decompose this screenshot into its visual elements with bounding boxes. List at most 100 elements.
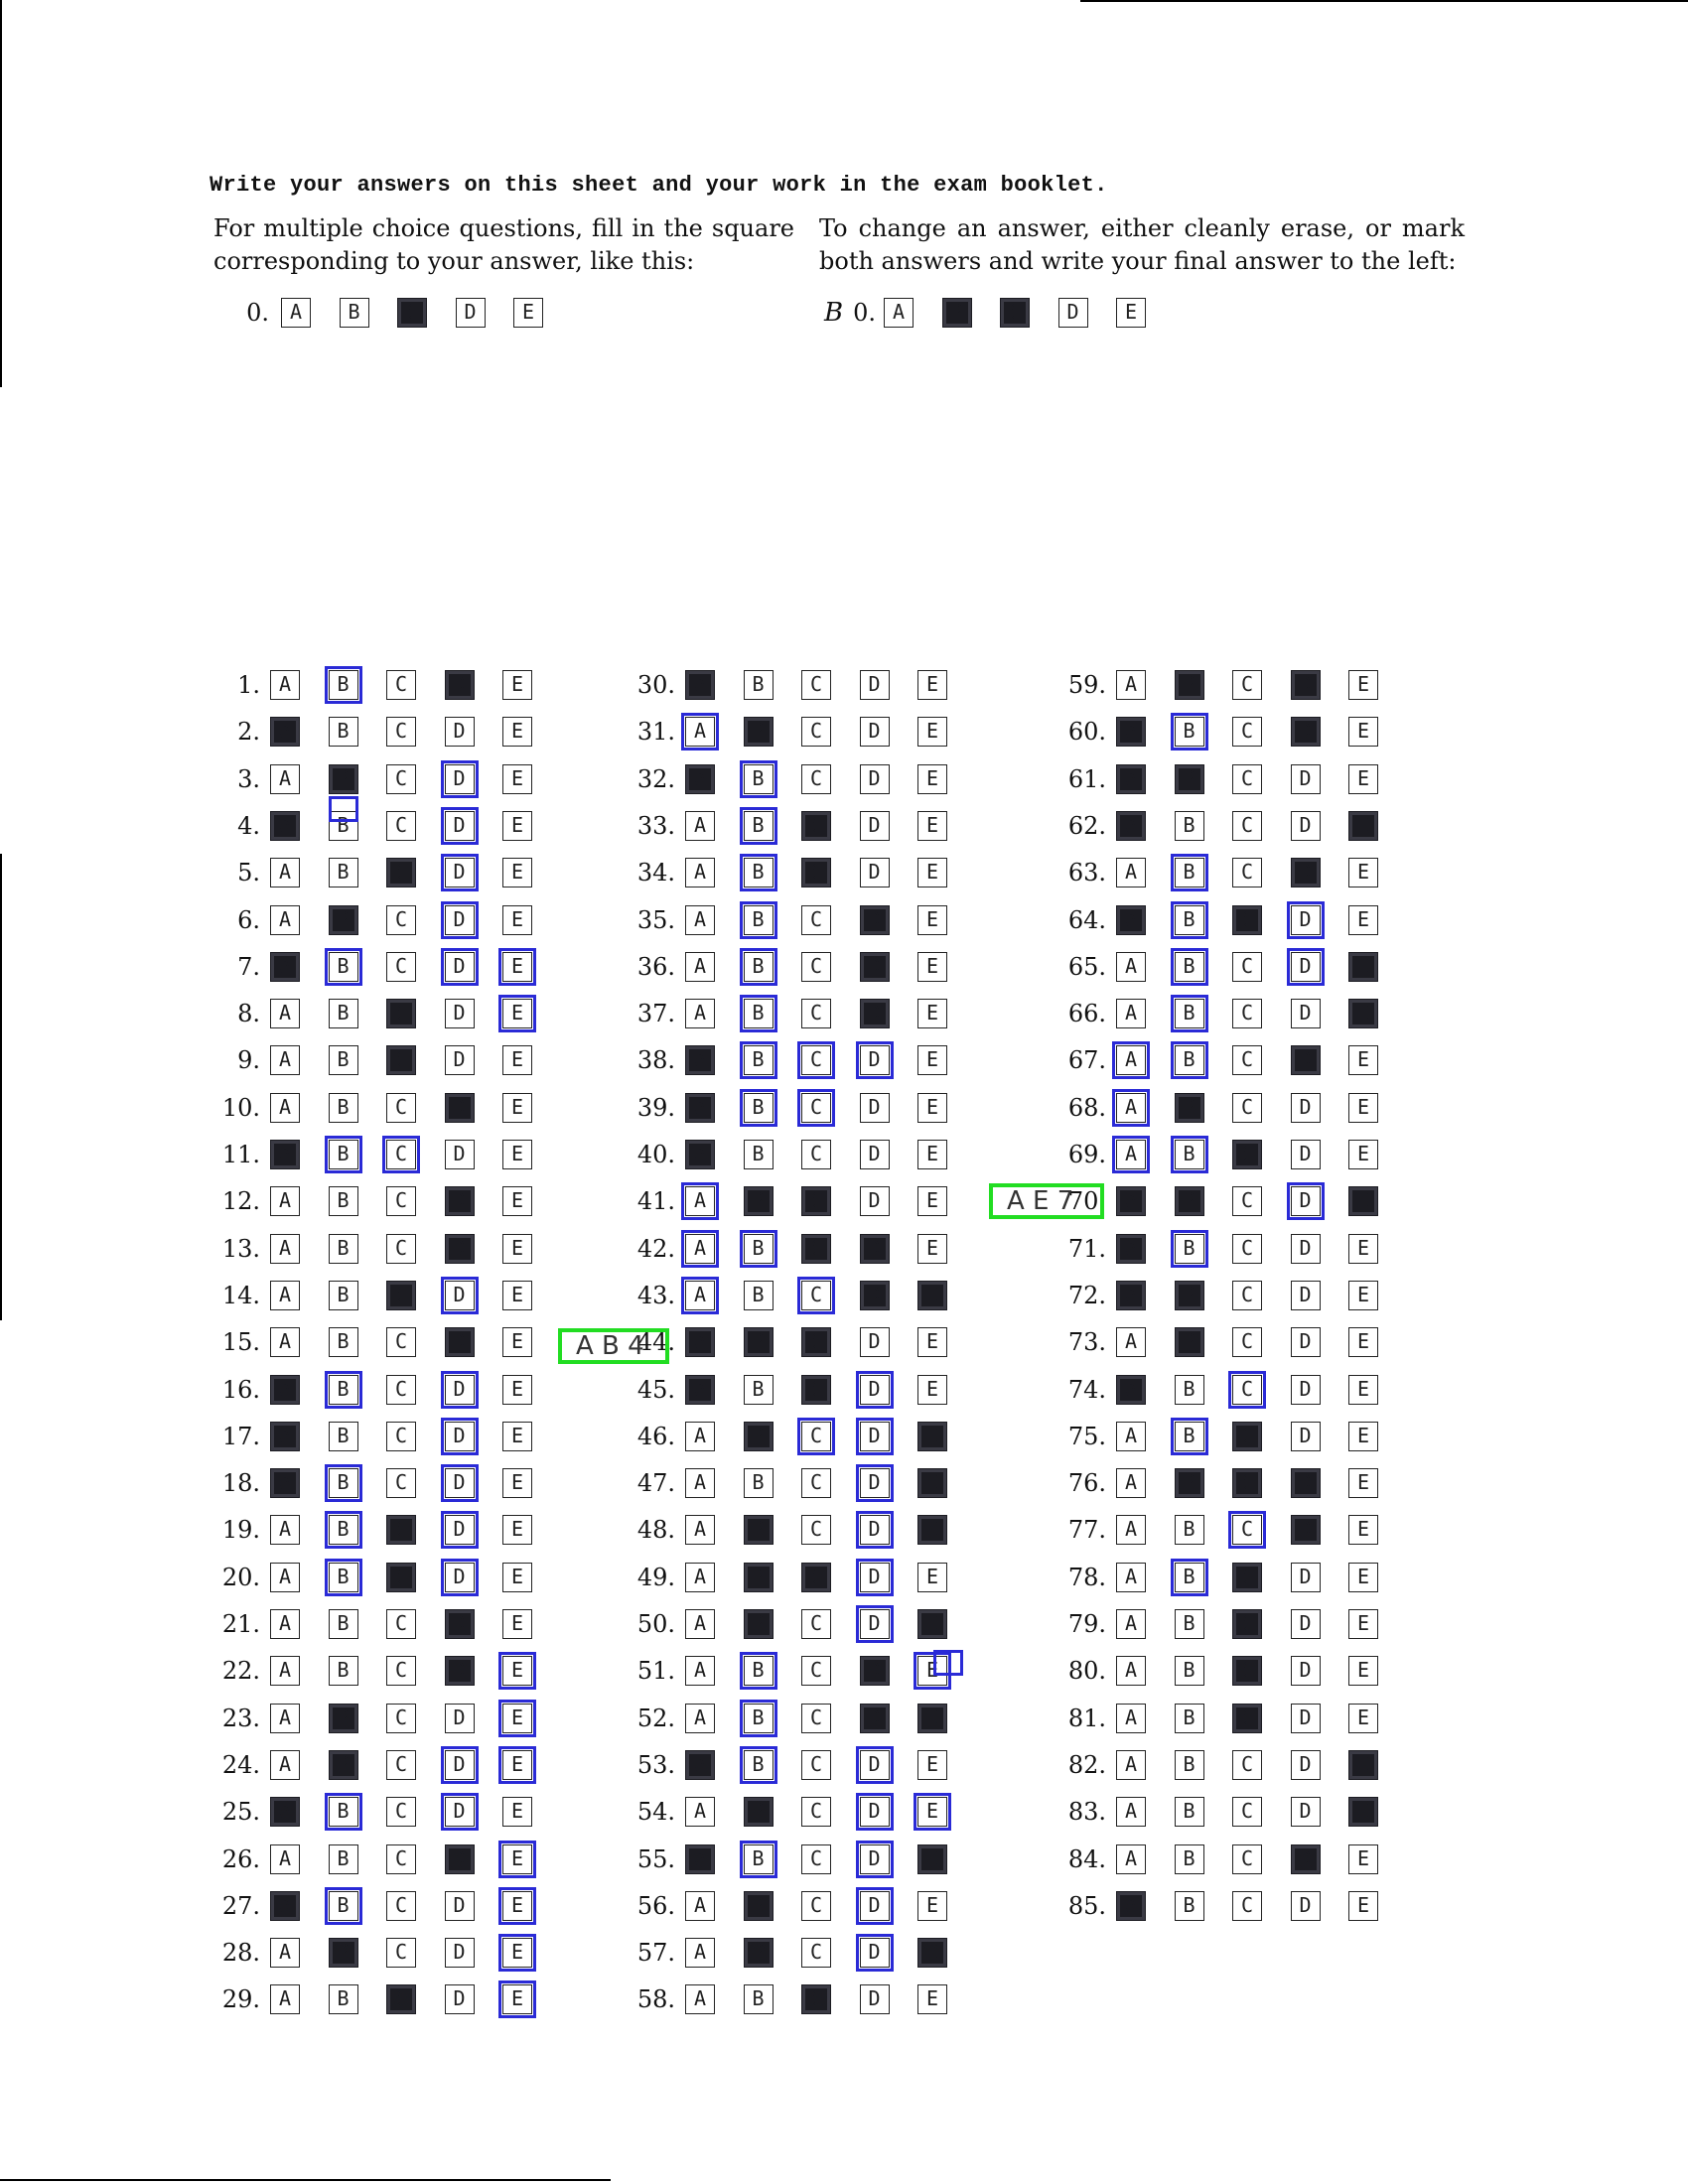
example-choice-e[interactable]: E (1116, 298, 1146, 328)
example-choice-c[interactable]: C (1000, 298, 1030, 328)
choice-e[interactable]: E (917, 1421, 947, 1451)
choice-a[interactable]: A (270, 858, 300, 888)
choice-e[interactable]: E (502, 1609, 532, 1639)
choice-a[interactable]: A (685, 1140, 715, 1169)
choice-d[interactable]: D (855, 1934, 894, 1973)
choice-e[interactable]: E (917, 951, 947, 982)
choice-e[interactable]: E (1348, 1468, 1378, 1499)
choice-c[interactable]: C (1232, 810, 1262, 841)
choice-a[interactable]: A (270, 1890, 300, 1921)
choice-e[interactable]: E (498, 1934, 536, 1973)
choice-d[interactable]: D (1290, 1890, 1321, 1921)
choice-b[interactable]: B (743, 1468, 774, 1499)
choice-c[interactable]: C (1232, 1092, 1262, 1123)
choice-c[interactable]: C (801, 1515, 831, 1546)
choice-b[interactable]: B (739, 995, 777, 1033)
choice-b[interactable]: B (1174, 1656, 1204, 1687)
choice-a[interactable]: A (1116, 1233, 1146, 1264)
choice-c[interactable]: C (386, 1515, 416, 1546)
choice-b[interactable]: B (743, 717, 774, 748)
choice-c[interactable]: C (801, 1797, 831, 1828)
choice-e[interactable]: E (1348, 904, 1378, 935)
choice-e[interactable]: E (1348, 1327, 1378, 1358)
choice-d[interactable]: D (440, 947, 479, 986)
choice-a[interactable]: A (270, 1280, 300, 1310)
choice-b[interactable]: B (1174, 1092, 1204, 1123)
example-choice-b[interactable]: B (339, 298, 369, 328)
choice-b[interactable]: B (328, 1609, 358, 1639)
choice-c[interactable]: C (797, 1088, 835, 1127)
choice-a[interactable]: A (685, 951, 715, 982)
choice-d[interactable]: D (855, 1370, 894, 1409)
choice-a[interactable]: A (270, 904, 300, 935)
choice-d[interactable]: D (855, 1793, 894, 1832)
choice-d[interactable]: D (1290, 810, 1321, 841)
choice-e[interactable]: E (1348, 1843, 1378, 1874)
choice-b[interactable]: B (739, 806, 777, 845)
choice-e[interactable]: E (1348, 763, 1378, 794)
choice-c[interactable]: C (386, 717, 416, 748)
choice-b[interactable]: B (1170, 1417, 1208, 1455)
choice-e[interactable]: E (498, 947, 536, 986)
choice-e[interactable]: E (498, 1699, 536, 1737)
choice-d[interactable]: D (859, 1233, 890, 1264)
choice-c[interactable]: C (801, 1609, 831, 1639)
example-choice-d[interactable]: D (455, 298, 486, 328)
choice-a[interactable]: A (685, 1749, 715, 1780)
choice-c[interactable]: C (797, 1041, 835, 1080)
choice-b[interactable]: B (328, 999, 358, 1029)
choice-d[interactable]: D (440, 1793, 479, 1832)
example-choice-d[interactable]: D (1057, 298, 1088, 328)
choice-b[interactable]: B (328, 1703, 358, 1733)
choice-d[interactable]: D (1290, 1749, 1321, 1780)
choice-a[interactable]: A (1116, 1186, 1146, 1217)
choice-d[interactable]: D (444, 1984, 475, 2015)
choice-d[interactable]: D (1286, 947, 1325, 986)
choice-e[interactable]: E (1348, 1749, 1378, 1780)
choice-e[interactable]: E (1348, 1280, 1378, 1310)
choice-b[interactable]: B (1174, 1186, 1204, 1217)
choice-b[interactable]: B (1174, 1797, 1204, 1828)
choice-c[interactable]: C (801, 1468, 831, 1499)
choice-a[interactable]: A (270, 1749, 300, 1780)
choice-d[interactable]: D (855, 1511, 894, 1550)
choice-d[interactable]: D (444, 1140, 475, 1169)
choice-d[interactable]: D (1290, 1609, 1321, 1639)
choice-b[interactable]: B (324, 666, 362, 704)
choice-c[interactable]: C (386, 1703, 416, 1733)
example-choice-a[interactable]: A (281, 298, 311, 328)
choice-a[interactable]: A (270, 1984, 300, 2015)
choice-c[interactable]: C (1232, 1280, 1262, 1310)
choice-c[interactable]: C (386, 1045, 416, 1076)
choice-b[interactable]: B (739, 854, 777, 892)
choice-a[interactable]: A (270, 1327, 300, 1358)
choice-d[interactable]: D (444, 999, 475, 1029)
choice-c[interactable]: C (801, 670, 831, 700)
example-choice-c[interactable]: C (397, 298, 427, 328)
choice-d[interactable]: D (1290, 1233, 1321, 1264)
choice-d[interactable]: D (1290, 1374, 1321, 1405)
choice-c[interactable]: C (386, 1562, 416, 1592)
choice-b[interactable]: B (1174, 1327, 1204, 1358)
choice-b[interactable]: B (739, 947, 777, 986)
choice-e[interactable]: E (1348, 1233, 1378, 1264)
choice-d[interactable]: D (444, 1327, 475, 1358)
choice-c[interactable]: C (386, 1092, 416, 1123)
choice-c[interactable]: C (386, 1374, 416, 1405)
choice-d[interactable]: D (859, 670, 890, 700)
choice-b[interactable]: B (1174, 1280, 1204, 1310)
choice-a[interactable]: A (270, 763, 300, 794)
choice-e[interactable]: E (502, 763, 532, 794)
choice-d[interactable]: D (859, 717, 890, 748)
choice-e[interactable]: E (917, 858, 947, 888)
choice-e[interactable]: E (502, 1421, 532, 1451)
example-choice-b[interactable]: B (941, 298, 972, 328)
choice-b[interactable]: B (743, 1421, 774, 1451)
choice-c[interactable]: C (801, 717, 831, 748)
choice-c[interactable]: C (1232, 1562, 1262, 1592)
choice-e[interactable]: E (917, 1327, 947, 1358)
choice-a[interactable]: A (1116, 1797, 1146, 1828)
choice-a[interactable]: A (685, 810, 715, 841)
choice-d[interactable]: D (444, 1186, 475, 1217)
choice-d[interactable]: D (444, 1609, 475, 1639)
